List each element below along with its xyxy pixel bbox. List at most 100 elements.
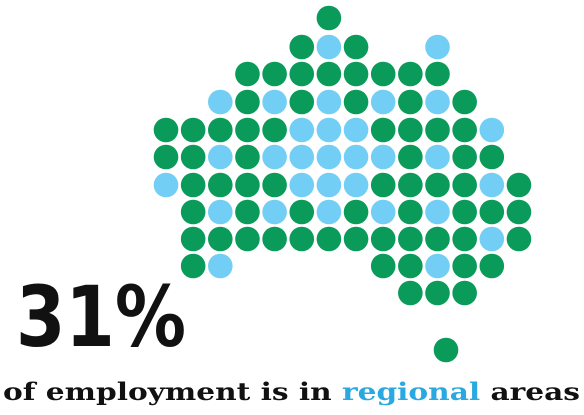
map-dot <box>452 199 477 225</box>
map-dot <box>452 253 477 279</box>
map-dot <box>398 172 423 198</box>
map-dot <box>235 226 260 252</box>
map-dot <box>262 61 287 87</box>
map-dot <box>452 117 477 143</box>
map-dot <box>425 172 450 198</box>
map-dot <box>452 144 477 170</box>
map-dot <box>208 117 233 143</box>
figure: 31% <box>16 268 186 366</box>
map-dot <box>343 199 369 225</box>
map-dot <box>316 5 342 31</box>
map-dot <box>316 226 342 252</box>
map-dot <box>506 199 532 225</box>
map-dot <box>425 34 450 60</box>
map-dot <box>506 172 532 198</box>
map-dot <box>262 117 287 143</box>
map-dot <box>262 199 287 225</box>
map-dot <box>479 226 505 252</box>
map-dot <box>506 226 532 252</box>
map-dot <box>479 253 505 279</box>
map-dot <box>479 172 505 198</box>
map-dot <box>262 144 287 170</box>
caption-after: areas <box>480 377 580 406</box>
map-dot <box>370 172 396 198</box>
map-dot <box>398 226 423 252</box>
map-dot <box>289 34 315 60</box>
map-dot <box>398 61 423 87</box>
map-dot <box>370 253 396 279</box>
map-dot <box>343 172 369 198</box>
map-dot <box>433 337 459 363</box>
map-dot <box>180 199 206 225</box>
map-dot <box>452 172 477 198</box>
map-dot <box>289 144 315 170</box>
map-dot <box>479 199 505 225</box>
map-dot <box>208 89 233 115</box>
map-dot <box>452 280 477 306</box>
map-dot <box>235 117 260 143</box>
map-dot <box>425 117 450 143</box>
map-dot <box>479 144 505 170</box>
map-dot <box>398 253 423 279</box>
map-dot <box>316 144 342 170</box>
caption-highlight: regional <box>342 377 480 406</box>
map-dot <box>370 144 396 170</box>
map-dot <box>289 199 315 225</box>
caption-before: of employment is in <box>3 377 342 406</box>
map-dot <box>425 89 450 115</box>
map-dot <box>370 226 396 252</box>
map-dot <box>208 144 233 170</box>
map-dot <box>316 34 342 60</box>
map-dot <box>289 117 315 143</box>
map-dot <box>316 199 342 225</box>
map-dot <box>180 226 206 252</box>
map-dot <box>289 172 315 198</box>
map-dot <box>235 199 260 225</box>
map-dot <box>316 89 342 115</box>
map-dot <box>262 89 287 115</box>
map-dot <box>425 144 450 170</box>
map-dot <box>289 89 315 115</box>
map-dot <box>208 172 233 198</box>
map-dot <box>262 226 287 252</box>
map-dot <box>343 144 369 170</box>
map-dot <box>289 226 315 252</box>
map-dot <box>370 117 396 143</box>
map-dot <box>153 172 179 198</box>
map-dot <box>398 89 423 115</box>
map-dot <box>370 61 396 87</box>
map-dot <box>180 172 206 198</box>
map-dot <box>208 199 233 225</box>
map-dot <box>343 89 369 115</box>
map-dot <box>425 61 450 87</box>
map-dot <box>398 117 423 143</box>
map-dot <box>153 144 179 170</box>
map-dot <box>316 172 342 198</box>
map-dot <box>425 199 450 225</box>
map-dot <box>398 199 423 225</box>
map-dot <box>262 172 287 198</box>
map-dot <box>153 117 179 143</box>
map-dot <box>343 34 369 60</box>
map-dot <box>370 199 396 225</box>
map-dot <box>452 226 477 252</box>
map-dot <box>316 117 342 143</box>
map-dot <box>235 61 260 87</box>
map-dot <box>235 172 260 198</box>
map-dot <box>452 89 477 115</box>
caption: of employment is in regional areas <box>3 377 580 406</box>
dot-map <box>153 5 532 363</box>
map-dot <box>180 144 206 170</box>
map-dot <box>180 253 206 279</box>
map-dot <box>235 89 260 115</box>
map-dot <box>370 89 396 115</box>
map-dot <box>479 117 505 143</box>
map-dot <box>343 226 369 252</box>
map-dot <box>343 117 369 143</box>
map-dot <box>208 226 233 252</box>
map-dot <box>343 61 369 87</box>
map-dot <box>289 61 315 87</box>
map-dot <box>208 253 233 279</box>
map-dot <box>425 226 450 252</box>
